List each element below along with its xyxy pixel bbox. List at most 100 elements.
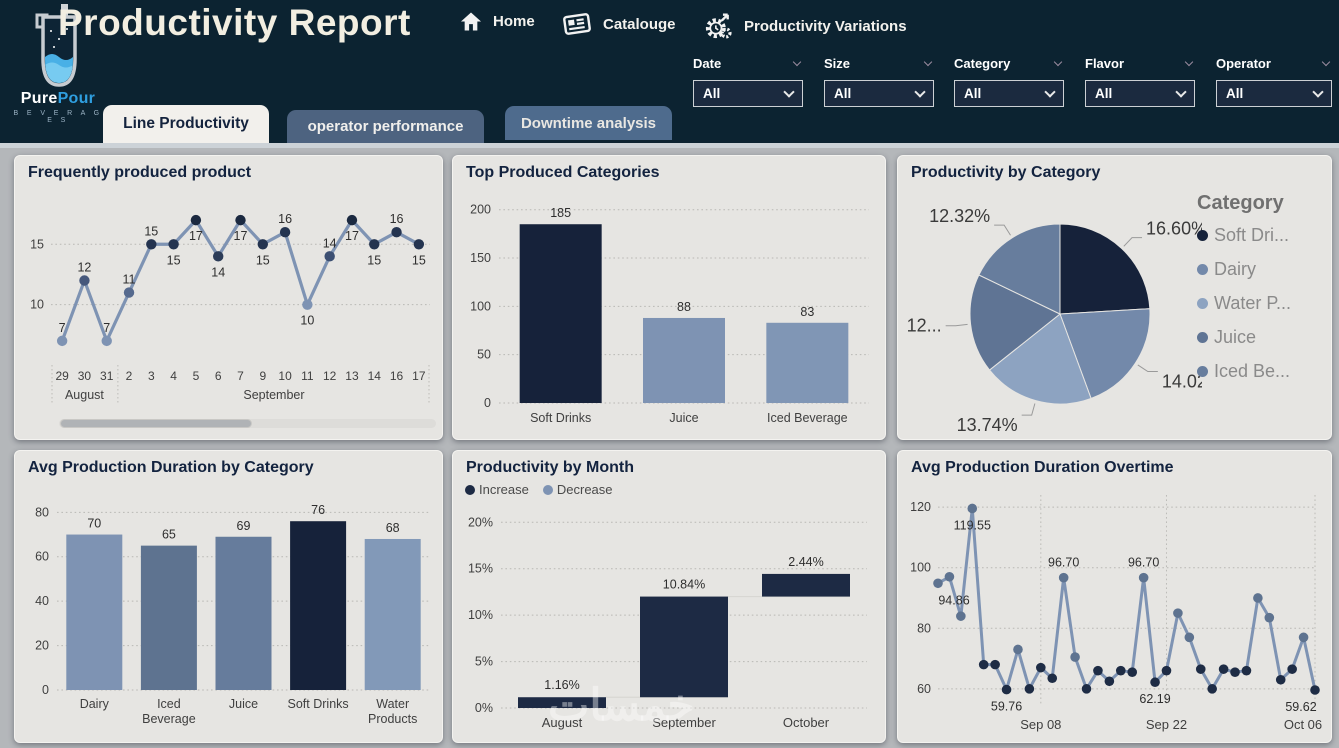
svg-text:15: 15 [412,253,426,267]
legend-item[interactable]: Water P... [1197,293,1329,314]
brand-name-pour: Pour [57,90,96,107]
filter-date-dropdown[interactable]: All [693,80,803,107]
svg-text:40: 40 [35,594,49,608]
svg-text:4: 4 [170,369,177,383]
legend-swatch [1197,230,1208,241]
svg-text:60: 60 [35,550,49,564]
svg-text:3: 3 [148,369,155,383]
legend-label: Increase [479,482,529,497]
svg-text:200: 200 [470,203,491,217]
filter-size-dropdown[interactable]: All [824,80,934,107]
filter-category-dropdown[interactable]: All [954,80,1064,107]
legend-item[interactable]: Juice [1197,327,1329,348]
waterfall-chart-productivity-by-month[interactable]: 0% 5% 10% 15% 20% 1.16% August 10.84% September 2… [457,501,881,739]
svg-text:Soft Drinks: Soft Drinks [530,411,591,425]
legend-swatch [1197,298,1208,309]
brand-name: PurePour [10,90,106,108]
bar-chart-avg-production-duration-by-category[interactable]: 0 20 40 60 80 70 Dairy 65 Iced Beverage 69 Juice 76 S… [19,481,442,743]
svg-text:Juice: Juice [669,411,698,425]
nav-home-label: Home [493,13,535,30]
filter-operator: Operator All [1216,55,1332,107]
svg-text:5: 5 [193,369,200,383]
svg-text:20%: 20% [468,515,493,529]
legend-item[interactable]: Decrease [542,482,613,497]
pie-chart-productivity-by-category[interactable]: 16.60% 14.02% 13.74% 12... 12.32% [902,186,1223,443]
filter-category-value: All [964,86,982,101]
svg-text:14.02%: 14.02% [1162,372,1202,392]
chevron-down-icon[interactable] [1053,57,1063,66]
filter-operator-dropdown[interactable]: All [1216,80,1332,107]
legend-swatch [1197,264,1208,275]
svg-text:7: 7 [103,321,110,335]
filter-operator-value: All [1226,86,1244,101]
svg-text:70: 70 [87,517,101,531]
chevron-down-icon[interactable] [792,57,802,66]
line-chart-avg-production-duration-overtime[interactable]: 60 80 100 120 Sep 08 Sep 22 Oct 06 94.86 119.55 5… [902,481,1329,743]
svg-text:14: 14 [323,236,337,250]
svg-text:69: 69 [237,519,251,533]
svg-text:Soft Drinks: Soft Drinks [288,697,349,711]
chevron-down-icon[interactable] [923,57,933,66]
svg-text:68: 68 [386,521,400,535]
pie-legend: Category Soft Dri... Dairy Water P... Juice I… [1197,192,1329,395]
filter-flavor-dropdown[interactable]: All [1085,80,1195,107]
svg-text:15: 15 [144,224,158,238]
svg-text:1.16%: 1.16% [544,678,579,692]
svg-text:15: 15 [367,253,381,267]
chart-title: Frequently produced product [28,164,252,181]
filter-operator-label: Operator [1216,55,1271,71]
svg-text:17: 17 [345,229,359,243]
card-productivity-by-month: Productivity by Month Increase Decrease 0… [452,450,886,743]
chart-horizontal-scrollbar[interactable] [59,419,436,428]
nav-catalouge[interactable]: Catalouge [562,12,676,36]
svg-text:Oct 06: Oct 06 [1284,717,1322,732]
legend-label: Juice [1214,327,1257,347]
svg-text:6: 6 [215,369,222,383]
legend-label: Water P... [1214,293,1292,313]
legend-item[interactable]: Soft Dri... [1197,225,1329,246]
svg-text:13.74%: 13.74% [957,415,1018,435]
svg-text:76: 76 [311,503,325,517]
chart-title: Avg Production Duration by Category [28,459,314,476]
svg-text:29: 29 [55,369,69,383]
legend-item[interactable]: Dairy [1197,259,1329,280]
chevron-down-icon[interactable] [1184,57,1194,66]
tab-line-productivity[interactable]: Line Productivity [103,105,269,143]
svg-text:10.84%: 10.84% [663,578,705,592]
chevron-down-icon[interactable] [1321,57,1331,66]
tab-operator-performance[interactable]: operator performance [287,110,484,143]
waterfall-legend: Increase Decrease [465,482,613,497]
svg-text:31: 31 [100,369,114,383]
svg-text:9: 9 [259,369,266,383]
legend-item[interactable]: Increase [465,482,529,497]
svg-text:60: 60 [917,682,931,696]
brand-logo: PurePour B E V E R A G E S [10,3,106,124]
bar-chart-top-produced-categories[interactable]: 0 50 100 150 200 185 Soft Drinks 88 Juice 83 Iced … [457,186,881,438]
brand-name-pure: Pure [20,90,58,107]
legend-item[interactable]: Iced Be... [1197,361,1329,382]
filter-size-value: All [834,86,852,101]
svg-text:16: 16 [390,212,404,226]
svg-text:15: 15 [256,253,270,267]
svg-text:14: 14 [211,265,225,279]
chart-title: Top Produced Categories [466,164,660,181]
scrollbar-thumb[interactable] [60,419,253,428]
filter-flavor: Flavor All [1085,55,1195,107]
svg-text:62.19: 62.19 [1139,692,1170,706]
svg-text:7: 7 [59,321,66,335]
legend-label: Soft Dri... [1214,225,1290,245]
tab-downtime-analysis[interactable]: Downtime analysis [505,106,672,140]
svg-text:88: 88 [677,300,691,314]
chevron-down-icon [914,85,926,98]
nav-productivity-variations[interactable]: Productivity Variations [703,12,907,40]
chart-title: Avg Production Duration Overtime [911,459,1174,476]
svg-text:50: 50 [477,348,491,362]
svg-text:15: 15 [167,253,181,267]
svg-text:100: 100 [910,561,931,575]
svg-text:12: 12 [77,261,91,275]
line-chart-frequently-produced-product[interactable]: 10 15 7 12 7 11 15 15 17 14 17 15 16 10 14 17 15 16 15 29 30… [19,186,440,416]
filter-flavor-value: All [1095,86,1113,101]
nav-home[interactable]: Home [460,12,535,31]
svg-text:17: 17 [189,229,203,243]
